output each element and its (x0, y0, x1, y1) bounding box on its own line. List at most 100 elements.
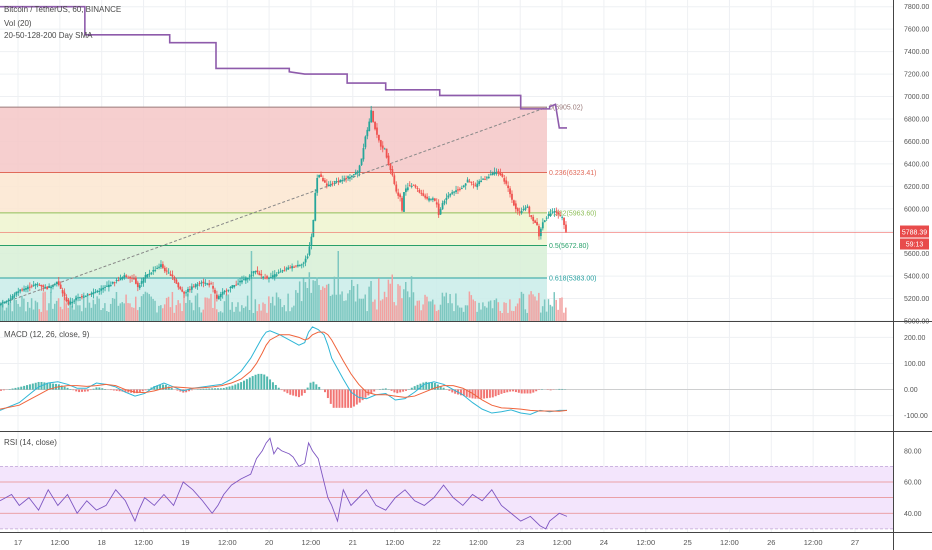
volume-bar (370, 281, 372, 321)
macd-histogram-bar (112, 389, 115, 391)
sma-line (0, 5, 567, 129)
candle-body (364, 136, 367, 148)
macd-histogram-bar (234, 384, 237, 390)
volume-bar (379, 300, 382, 321)
price-badge (900, 225, 929, 238)
volume-bar (528, 294, 530, 321)
candle-body (449, 193, 452, 196)
volume-bar (121, 302, 123, 321)
candle-body (90, 292, 93, 295)
candle-body (414, 185, 417, 188)
candle-body (109, 284, 112, 286)
volume-bar (216, 309, 218, 321)
candle-body (19, 289, 22, 292)
candle-body (252, 271, 255, 274)
macd-histogram-bar (81, 389, 83, 392)
macd-histogram-bar (14, 387, 17, 390)
candle-body (71, 301, 74, 304)
volume-bar (482, 302, 484, 321)
candle-body (559, 215, 562, 217)
volume-bar (208, 298, 210, 321)
macd-histogram-bar (289, 389, 292, 395)
candle-body (268, 277, 270, 279)
candle-body (59, 284, 62, 289)
candle-body (543, 220, 546, 223)
volume-bar (28, 307, 31, 321)
macd-histogram-bar (104, 389, 107, 390)
x-tick-label: 26 (767, 538, 775, 547)
candle-body (152, 270, 155, 272)
volume-bar (117, 305, 120, 321)
candle-body (127, 277, 130, 279)
volume-bar (358, 298, 361, 321)
macd-histogram-bar (243, 380, 245, 390)
fib-trend-line (0, 106, 548, 305)
volume-bar (79, 305, 81, 321)
macd-histogram-bar (0, 389, 2, 391)
macd-histogram-bar (54, 383, 57, 390)
candle-body (507, 185, 510, 189)
volume-bar (250, 251, 253, 321)
volume-bar (279, 298, 282, 321)
candle-body (200, 282, 203, 284)
volume-bar (160, 305, 162, 321)
volume-bar (183, 291, 185, 321)
volume-bar (206, 297, 208, 321)
volume-bar (231, 302, 233, 321)
volume-bar (109, 303, 112, 321)
volume-bar (115, 291, 118, 321)
macd-histogram-bar (474, 389, 477, 399)
candle-body (445, 197, 448, 201)
volume-bar (297, 292, 299, 321)
volume-bar (391, 274, 393, 321)
volume-bar (270, 303, 272, 321)
volume-bar (435, 311, 438, 321)
candle-body (430, 198, 432, 200)
volume-bar (457, 305, 459, 321)
macd-histogram-bar (448, 389, 451, 391)
candle-body (50, 286, 52, 289)
candle-body (55, 281, 58, 284)
volume-bar (192, 310, 195, 321)
volume-bar (383, 291, 386, 321)
macd-histogram-bar (231, 385, 234, 390)
volume-bar (283, 305, 285, 321)
volume-bar (59, 306, 62, 321)
candle-body (536, 222, 538, 226)
candle-body (499, 172, 502, 176)
volume-bar (204, 297, 206, 321)
volume-bar (324, 287, 326, 321)
candle-body (231, 285, 234, 288)
macd-histogram-bar (558, 388, 561, 390)
candle-body (532, 216, 535, 221)
macd-histogram-bar (225, 387, 228, 390)
candle-body (81, 296, 83, 298)
macd-histogram-bar (205, 388, 208, 390)
candle-body (432, 198, 434, 200)
macd-histogram-bar (526, 389, 529, 394)
macd-histogram-bar (133, 389, 136, 394)
volume-bar (200, 312, 203, 321)
volume-bar (397, 284, 399, 321)
candle-body (349, 177, 351, 179)
candle-body (306, 256, 309, 259)
volume-bar (123, 303, 125, 321)
candle-body (121, 276, 124, 280)
volume-bar (530, 291, 532, 321)
candle-body (75, 297, 78, 300)
volume-bar (40, 311, 42, 321)
candle-body (264, 277, 267, 279)
candle-body (192, 286, 195, 288)
candle-body (54, 283, 56, 285)
candle-body (279, 271, 282, 273)
candle-body (82, 296, 85, 298)
macd-histogram-bar (69, 389, 72, 390)
volume-bar (503, 302, 505, 321)
volume-bar (347, 293, 349, 321)
volume-bar (81, 311, 83, 321)
candle-body (300, 264, 303, 266)
candle-body (387, 155, 390, 165)
x-tick-label: 12:00 (720, 538, 739, 547)
macd-histogram-bar (138, 389, 141, 393)
